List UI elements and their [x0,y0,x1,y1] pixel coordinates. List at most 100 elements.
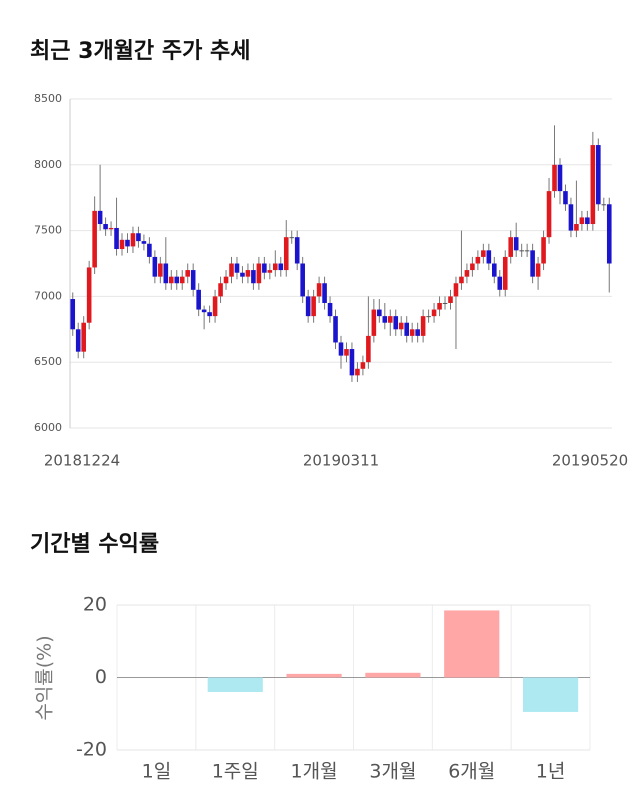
candle-body [574,224,579,231]
candle-body [70,299,76,330]
x-tick-label: 1년 [536,761,566,783]
candle-body [552,164,557,192]
candle-body [234,263,240,273]
candle-body [97,210,103,225]
candle-body [174,276,180,284]
candle-body [524,250,530,252]
candle-body [316,283,322,297]
x-tick-label: 20190520 [552,452,628,470]
candle-body [568,204,574,231]
candle-body [322,283,327,303]
candle-body [212,296,218,317]
bar [444,610,500,678]
candle-body [355,368,360,376]
candle-body [349,349,355,376]
candle-body [579,217,585,225]
candle-body [327,302,333,317]
bar [522,677,579,712]
candle-body [251,270,256,284]
candle-body [185,270,191,277]
y-tick-label: 8000 [34,158,62,171]
candle-body [92,210,97,268]
candle-body [596,145,601,205]
candle-body [371,309,377,336]
candle-body [190,270,196,290]
x-tick-label: 1개월 [291,761,338,783]
candle-body [393,316,399,330]
chart-title: 기간별 수익률 [30,532,159,557]
candle-body [311,296,316,317]
candle-body [404,322,409,336]
candle-body [125,239,130,247]
candle-body [519,250,524,252]
y-tick-label: 6000 [34,421,62,434]
candle-body [448,296,453,303]
candle-body [201,309,207,313]
candle-body [152,256,158,277]
candle-body [75,329,81,352]
candle-body [119,239,125,250]
candle-body [294,237,300,264]
candle-body [262,263,267,273]
bar [207,677,263,692]
candle-body [442,302,448,304]
candle-body [541,237,546,264]
candle-body [431,309,437,317]
bar [286,673,342,678]
candle-body [81,322,86,352]
x-tick-label: 20181224 [44,452,120,470]
candle-body [240,272,245,277]
candle-body [535,263,541,277]
candle-body [409,329,415,336]
candle-body [267,270,273,273]
candle-body [398,322,404,330]
candle-body [289,237,295,239]
x-tick-label: 1주일 [212,761,259,783]
candle-body [502,256,508,290]
candle-body [606,204,612,264]
candle-body [530,250,535,277]
candle-body [360,362,366,369]
candle-body [338,342,344,356]
candle-body [470,263,475,271]
candle-body [453,283,459,297]
x-tick-label: 3개월 [369,761,416,783]
candle-body [147,243,152,257]
candle-body [163,263,169,284]
candle-body [136,233,141,242]
candle-body [300,263,305,297]
candle-body [229,263,234,277]
candle-body [333,316,338,343]
candle-body [585,217,590,225]
candle-body [481,250,486,257]
candle-body [601,204,607,206]
y-axis-label: 수익률(%) [34,635,56,720]
y-tick-label: 6500 [34,355,62,368]
candle-body [130,233,136,247]
candle-body [459,276,464,284]
candle-body [415,329,420,336]
y-tick-label: 7000 [34,289,62,302]
candle-body [256,263,262,284]
candle-body [196,289,201,310]
candle-body [497,276,503,290]
candle-body [546,191,552,238]
candle-body [437,302,442,310]
candle-body [245,270,251,277]
bar [365,672,421,678]
candle-body [103,224,108,230]
candle-body [366,335,371,363]
candle-body [158,263,163,277]
candle-body [283,237,289,271]
candle-body [168,276,174,284]
x-tick-label: 20190311 [303,452,379,470]
candle-body [590,145,596,225]
candle-body [179,276,185,284]
candle-body [475,256,481,264]
x-tick-label: 6개월 [448,761,495,783]
candle-body [387,316,393,323]
chart-title: 최근 3개월간 주가 추세 [30,39,250,64]
candle-body [426,316,431,318]
candle-body [508,237,514,257]
